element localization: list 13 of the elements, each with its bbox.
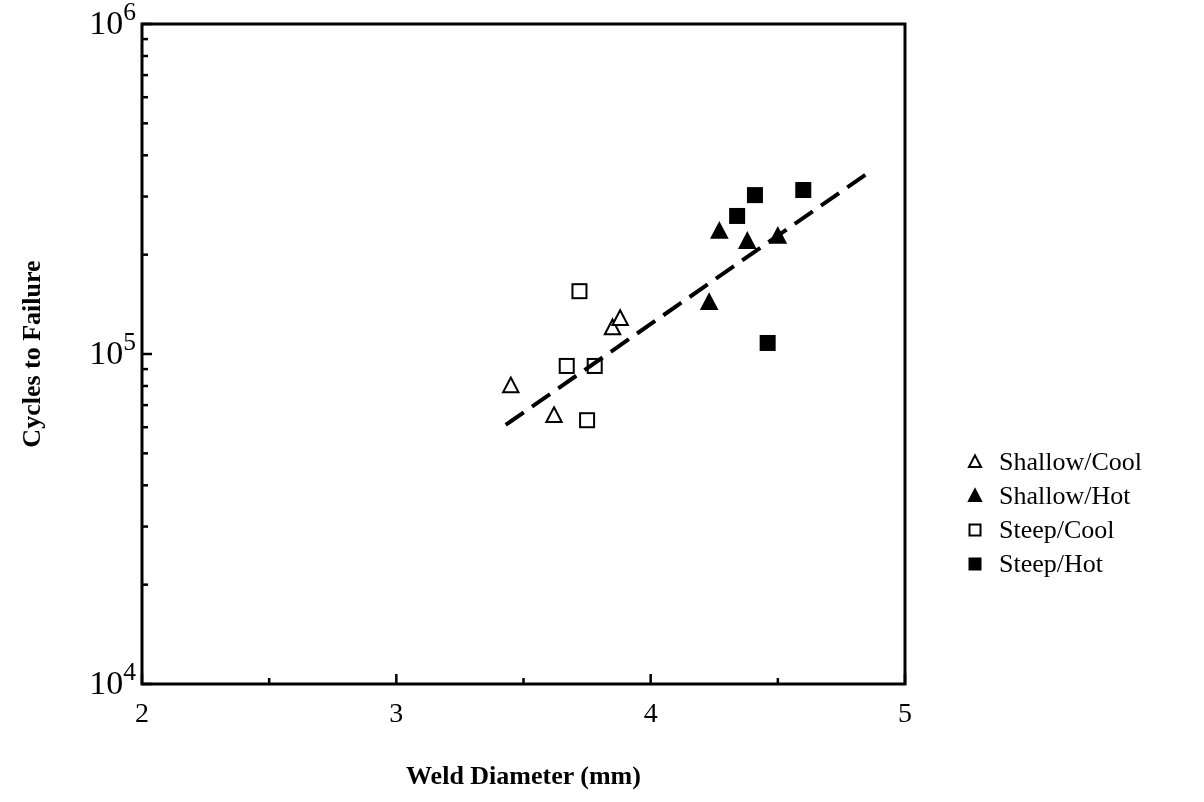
y-axis-title: Cycles to Failure xyxy=(17,260,46,448)
y-tick-label: 10$^{5}$ xyxy=(89,326,136,371)
legend-label: Shallow/Hot xyxy=(999,481,1132,510)
legend-label: Shallow/Cool xyxy=(999,447,1143,476)
x-tick-label: 3 xyxy=(389,697,404,728)
x-tick-label: 2 xyxy=(135,697,149,728)
x-tick-label: 5 xyxy=(898,697,912,728)
x-axis-title: Weld Diameter (mm) xyxy=(406,761,641,790)
y-tick-label: 10$^{6}$ xyxy=(89,0,136,41)
legend-label: Steep/Cool xyxy=(999,515,1115,544)
y-tick-label: 10$^{4}$ xyxy=(89,656,137,701)
x-tick-label: 4 xyxy=(643,697,658,728)
legend-label: Steep/Hot xyxy=(999,549,1104,578)
